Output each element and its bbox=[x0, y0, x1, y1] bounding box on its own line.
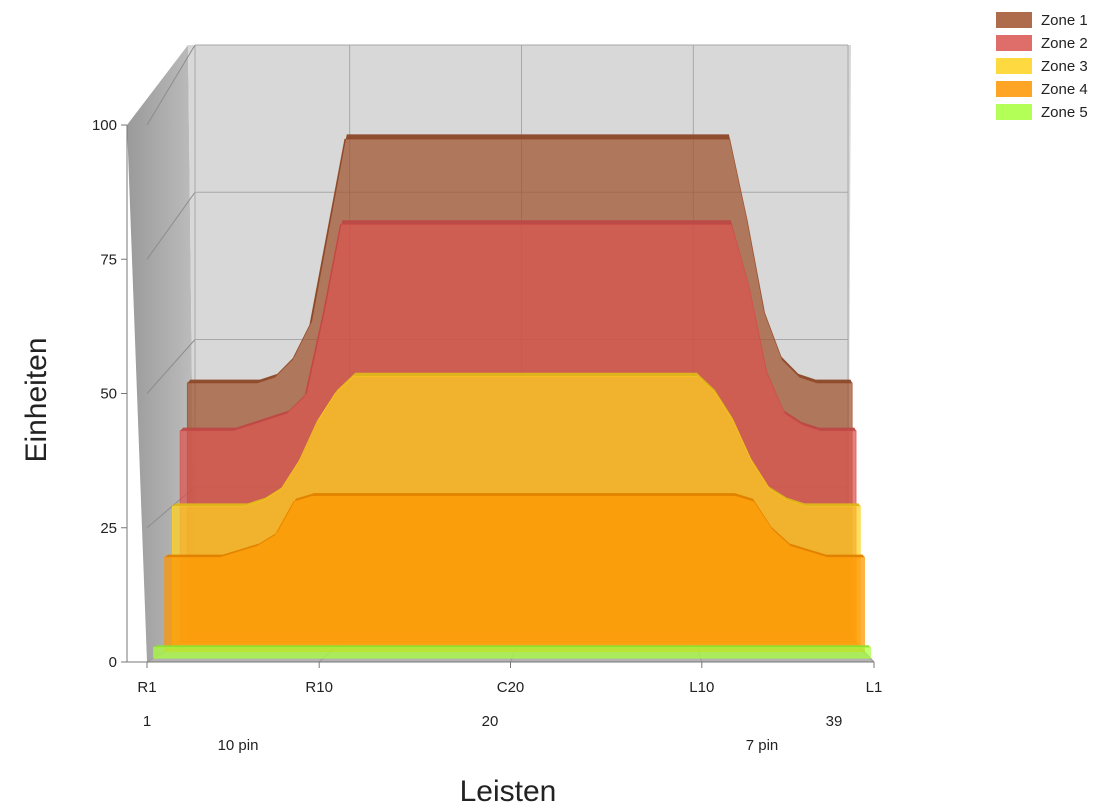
legend-label: Zone 4 bbox=[1041, 81, 1088, 98]
x-sub-label: 39 bbox=[826, 713, 843, 730]
y-tick-label: 25 bbox=[100, 520, 117, 537]
y-tick-label: 100 bbox=[92, 117, 117, 134]
legend-label: Zone 1 bbox=[1041, 12, 1088, 29]
series-area bbox=[164, 495, 865, 653]
x-tick-label: L1 bbox=[866, 679, 883, 696]
series-top-face bbox=[153, 645, 871, 648]
y-tick-label: 0 bbox=[109, 654, 117, 671]
grid-line-side bbox=[146, 44, 196, 126]
series-layer bbox=[153, 134, 871, 659]
y-axis-title: Einheiten bbox=[20, 337, 53, 462]
grid-line-side bbox=[146, 191, 196, 260]
legend-label: Zone 2 bbox=[1041, 35, 1088, 52]
legend-swatch bbox=[996, 58, 1032, 74]
y-tick-labels: 0 25 50 75 100 bbox=[92, 117, 127, 671]
series-5 bbox=[153, 645, 871, 659]
x-note-right: 7 pin bbox=[746, 737, 779, 754]
series-area bbox=[153, 646, 871, 659]
series-4 bbox=[164, 493, 865, 653]
x-tick-label: C20 bbox=[497, 679, 525, 696]
legend-swatch bbox=[996, 104, 1032, 120]
x-note-left: 10 pin bbox=[218, 737, 259, 754]
x-tick-label: L10 bbox=[689, 679, 714, 696]
x-sub-label: 1 bbox=[143, 713, 151, 730]
legend-swatch bbox=[996, 81, 1032, 97]
x-tick-labels: R1 R10 C20 L10 L1 bbox=[137, 662, 882, 696]
x-tick-label: R1 bbox=[137, 679, 156, 696]
x-axis-title: Leisten bbox=[460, 775, 557, 807]
x-sub-label: 20 bbox=[482, 713, 499, 730]
legend-swatch bbox=[996, 35, 1032, 51]
y-tick-label: 50 bbox=[100, 386, 117, 403]
y-tick-label: 75 bbox=[100, 251, 117, 268]
legend-label: Zone 5 bbox=[1041, 104, 1088, 121]
series-top-shade bbox=[153, 645, 871, 648]
grid-line-side bbox=[146, 339, 196, 394]
x-tick-label: R10 bbox=[305, 679, 333, 696]
legend-swatch bbox=[996, 12, 1032, 28]
legend-label: Zone 3 bbox=[1041, 58, 1088, 75]
legend: Zone 1 Zone 2 Zone 3 Zone 4 Zone 5 bbox=[996, 12, 1088, 121]
